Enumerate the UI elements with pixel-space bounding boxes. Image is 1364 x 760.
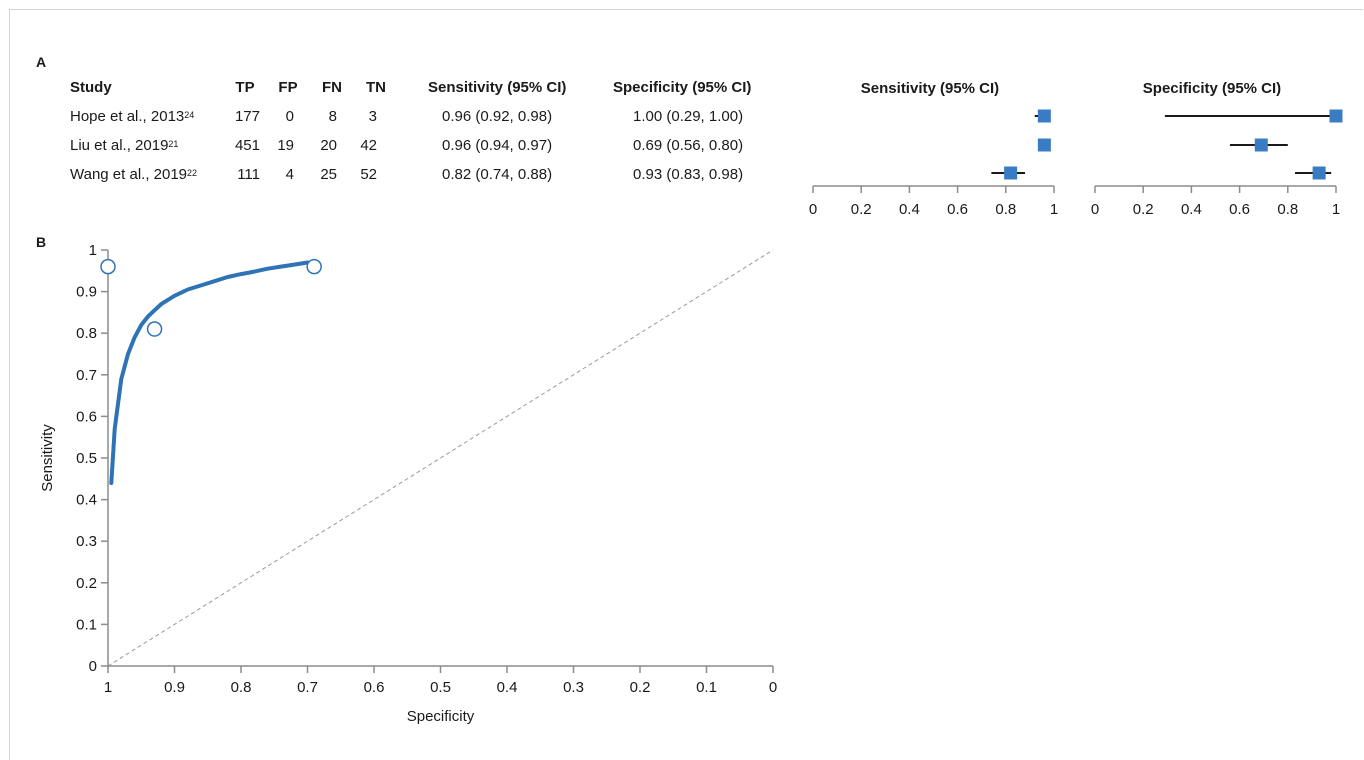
header-tn: TN [366, 79, 386, 96]
panel-b-label: B [36, 234, 47, 250]
sroc-study-point [146, 321, 163, 337]
sroc-x-tick-label: 0.7 [297, 679, 318, 696]
sroc-y-axis-label: Sensitivity [39, 424, 56, 492]
header-fn: FN [322, 79, 342, 96]
sroc-y-tick-label: 0.1 [76, 616, 97, 633]
specificity-forest-tick-label: 0.6 [1229, 201, 1250, 218]
row1-fp: 0 [285, 108, 294, 125]
sroc-x-tick-label: 0.4 [497, 679, 518, 696]
sroc-x-tick-label: 0.3 [563, 679, 584, 696]
figure-frame [9, 9, 1363, 760]
sensitivity-forest-tick-label: 0 [809, 201, 817, 218]
header-fp: FP [278, 79, 298, 96]
header-sensitivity: Sensitivity (95% CI) [428, 79, 567, 96]
sroc-y-tick-label: 0.3 [76, 533, 97, 550]
sroc-x-tick-label: 0.1 [696, 679, 717, 696]
sroc-y-tick-label: 0.9 [76, 284, 97, 301]
sroc-curve [109, 260, 310, 485]
row3-study: Wang et al., 201922 [70, 166, 198, 183]
row2-sensitivity: 0.96 (0.94, 0.97) [442, 137, 553, 154]
row2-study: Liu et al., 201921 [70, 137, 179, 154]
sroc-y-tick-label: 0.2 [76, 575, 97, 592]
specificity-forest-point [1254, 138, 1268, 152]
specificity-forest-point [1329, 109, 1343, 123]
header-specificity: Specificity (95% CI) [613, 79, 752, 96]
specificity-forest-tick-label: 0.2 [1133, 201, 1154, 218]
row1-study: Hope et al., 201324 [70, 108, 195, 125]
row2-tn: 42 [360, 137, 377, 154]
sensitivity-forest-tick-label: 1 [1050, 201, 1058, 218]
sroc-x-tick-label: 1 [104, 679, 112, 696]
row3-sensitivity: 0.82 (0.74, 0.88) [442, 166, 553, 183]
row2-fp: 19 [277, 137, 294, 154]
sensitivity-forest-title: Sensitivity (95% CI) [861, 80, 999, 97]
sroc-y-tick-label: 0.8 [76, 325, 97, 342]
specificity-forest-tick-label: 1 [1332, 201, 1340, 218]
specificity-forest-tick-label: 0.4 [1181, 201, 1202, 218]
header-study: Study [70, 79, 112, 96]
sroc-y-tick-label: 0 [89, 658, 97, 675]
sroc-x-tick-label: 0.9 [164, 679, 185, 696]
sensitivity-forest-point [1037, 109, 1051, 123]
row3-fp: 4 [285, 166, 294, 183]
specificity-forest-point [1312, 166, 1326, 180]
sroc-y-tick-label: 1 [89, 242, 97, 259]
sroc-x-tick-label: 0 [769, 679, 777, 696]
specificity-forest-title: Specificity (95% CI) [1143, 80, 1281, 97]
sroc-x-tick-label: 0.8 [231, 679, 252, 696]
panel-a-label: A [36, 54, 47, 70]
sroc-x-tick-label: 0.2 [630, 679, 651, 696]
sroc-study-point [100, 258, 116, 275]
specificity-forest-tick-label: 0 [1091, 201, 1099, 218]
sroc-y-tick-label: 0.7 [76, 367, 97, 384]
reference-diagonal [107, 249, 774, 667]
sensitivity-forest-point [1004, 166, 1018, 180]
sensitivity-forest-tick-label: 0.2 [851, 201, 872, 218]
sensitivity-forest-tick-label: 0.6 [947, 201, 968, 218]
sroc-y-tick-label: 0.6 [76, 408, 97, 425]
sroc-y-tick-label: 0.4 [76, 492, 97, 509]
row1-fn: 8 [328, 108, 337, 125]
row3-specificity: 0.93 (0.83, 0.98) [633, 166, 744, 183]
sensitivity-forest-point [1037, 138, 1051, 152]
sroc-x-axis-label: Specificity [407, 708, 475, 725]
header-tp: TP [235, 79, 255, 96]
row1-tn: 3 [368, 108, 377, 125]
row2-tp: 451 [234, 137, 260, 154]
row3-fn: 25 [320, 166, 337, 183]
row3-tn: 52 [360, 166, 377, 183]
row1-sensitivity: 0.96 (0.92, 0.98) [442, 108, 553, 125]
specificity-forest-tick-label: 0.8 [1277, 201, 1298, 218]
row2-specificity: 0.69 (0.56, 0.80) [633, 137, 744, 154]
row3-tp: 111 [237, 166, 260, 183]
sensitivity-forest-tick-label: 0.4 [899, 201, 920, 218]
row2-fn: 20 [320, 137, 337, 154]
row1-tp: 177 [234, 108, 260, 125]
sroc-x-tick-label: 0.5 [430, 679, 451, 696]
sroc-y-tick-label: 0.5 [76, 450, 97, 467]
row1-specificity: 1.00 (0.29, 1.00) [633, 108, 744, 125]
sroc-x-tick-label: 0.6 [364, 679, 385, 696]
sroc-study-point [306, 258, 322, 275]
sensitivity-forest-tick-label: 0.8 [995, 201, 1016, 218]
